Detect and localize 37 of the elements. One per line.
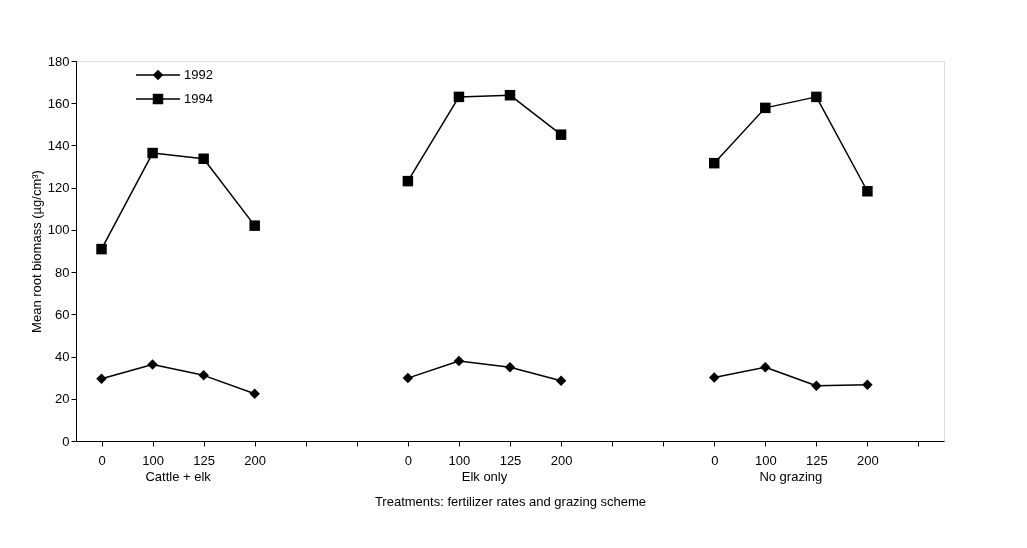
y-tick-label: 80 — [55, 264, 70, 280]
text: No grazing — [759, 469, 823, 484]
point — [198, 153, 209, 164]
y-tick-label: 0 — [62, 433, 70, 449]
point — [147, 147, 158, 159]
x-tick-label: 100 — [448, 452, 471, 468]
text: Cattle + elk — [145, 469, 212, 484]
x-axis-title: Treatments: fertilizer rates and grazing scheme — [374, 493, 647, 509]
x-tick-label: 100 — [754, 452, 777, 468]
x-tick-label: 125 — [806, 452, 828, 468]
point — [249, 220, 260, 231]
legend-label: 1992 — [184, 67, 213, 82]
x-tick-label: 0 — [98, 452, 106, 468]
x-tick-label: 125 — [193, 452, 215, 468]
y-axis-title: Mean root biomass (µg/cm³) — [28, 170, 44, 333]
y-tick-label: 60 — [55, 306, 70, 322]
x-tick-label: 125 — [499, 452, 522, 468]
y-tick-label: 180 — [47, 53, 70, 69]
y-tick-label: 40 — [55, 349, 70, 365]
y-tick-label: 120 — [47, 180, 70, 196]
x-tick-label: 200 — [550, 452, 573, 468]
x-tick-label: 0 — [711, 452, 719, 468]
y-tick-label: 140 — [47, 137, 70, 153]
point — [198, 370, 209, 381]
point — [147, 359, 158, 370]
x-tick-label: 0 — [404, 452, 412, 468]
x-tick-label: 200 — [244, 452, 267, 468]
point — [96, 243, 107, 255]
point — [96, 373, 107, 384]
y-tick-label: 100 — [47, 222, 70, 238]
point — [249, 388, 260, 399]
x-tick-label: 200 — [857, 452, 879, 468]
text: Elk only — [461, 469, 508, 484]
y-tick-label: 160 — [47, 95, 70, 111]
x-tick-label: 100 — [142, 452, 164, 468]
legend-label: 1994 — [184, 91, 213, 106]
y-tick-label: 20 — [55, 391, 70, 407]
